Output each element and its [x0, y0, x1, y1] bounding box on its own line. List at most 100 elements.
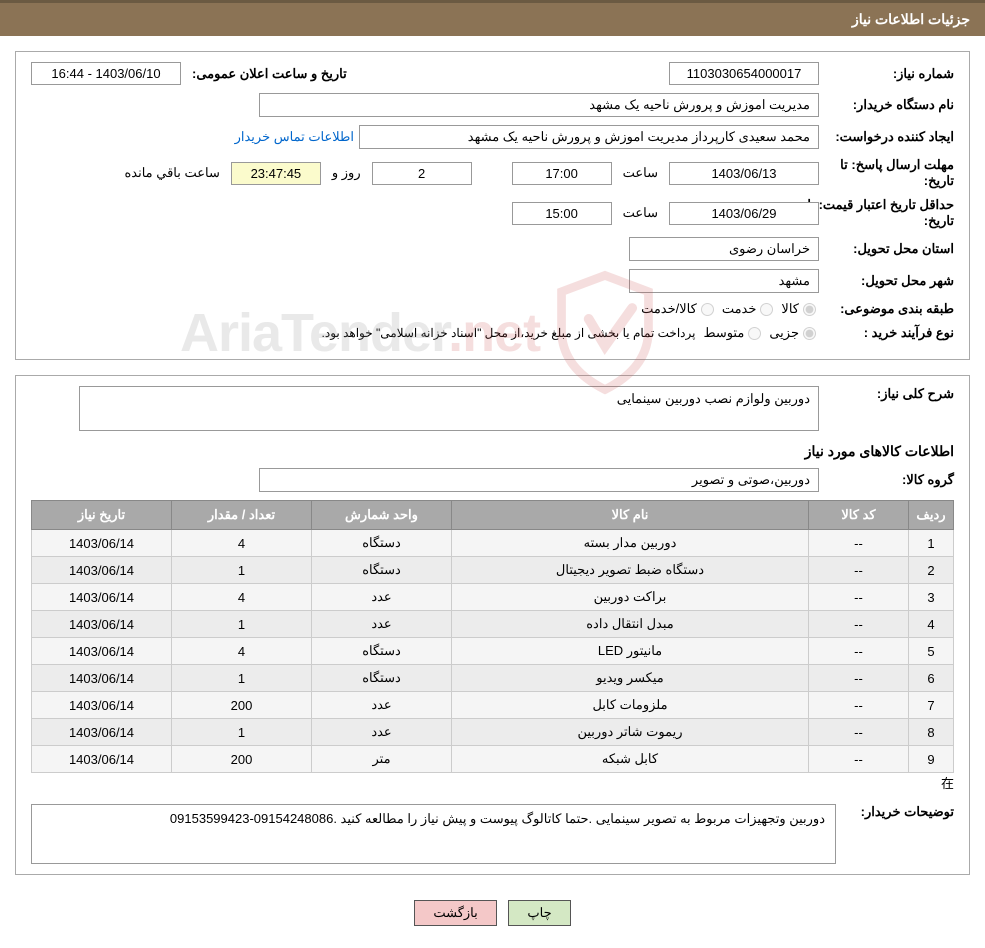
table-row: 9--کابل شبکهمتر2001403/06/14	[32, 746, 954, 773]
announce-label: تاریخ و ساعت اعلان عمومی:	[186, 66, 353, 82]
need-number-label: شماره نیاز:	[824, 66, 954, 82]
table-row: 5--مانیتور LEDدستگاه41403/06/14	[32, 638, 954, 665]
cell-code: --	[809, 584, 909, 611]
requester-value: محمد سعیدی کارپرداز مدیریت اموزش و پرورش…	[359, 125, 819, 149]
cell-idx: 4	[909, 611, 954, 638]
cell-date: 1403/06/14	[32, 557, 172, 584]
cell-code: --	[809, 638, 909, 665]
cell-date: 1403/06/14	[32, 611, 172, 638]
table-row: 1--دوربین مدار بستهدستگاه41403/06/14	[32, 530, 954, 557]
province-value: خراسان رضوی	[629, 237, 819, 261]
cell-unit: دستگاه	[312, 665, 452, 692]
city-label: شهر محل تحویل:	[824, 273, 954, 289]
group-label: گروه کالا:	[824, 472, 954, 488]
cell-qty: 4	[172, 584, 312, 611]
cell-qty: 4	[172, 530, 312, 557]
footer-buttons: چاپ بازگشت	[0, 890, 985, 946]
need-number-value: 1103030654000017	[669, 62, 819, 85]
cell-unit: عدد	[312, 719, 452, 746]
time-remaining: 23:47:45	[231, 162, 321, 185]
cell-unit: دستگاه	[312, 557, 452, 584]
table-row: 6--میکسر ویدیودستگاه11403/06/14	[32, 665, 954, 692]
cell-date: 1403/06/14	[32, 719, 172, 746]
group-value: دوربین،صوتی و تصویر	[259, 468, 819, 492]
cell-qty: 200	[172, 692, 312, 719]
cell-name: براکت دوربین	[452, 584, 809, 611]
buyer-notes-label: توضیحات خریدار:	[844, 804, 954, 820]
cell-idx: 6	[909, 665, 954, 692]
cell-unit: دستگاه	[312, 530, 452, 557]
cell-date: 1403/06/14	[32, 638, 172, 665]
overall-need-text	[79, 386, 819, 431]
cell-name: ملزومات کابل	[452, 692, 809, 719]
cell-name: دوربین مدار بسته	[452, 530, 809, 557]
th-qty: تعداد / مقدار	[172, 501, 312, 530]
cat-service-label: خدمت	[722, 301, 757, 317]
radio-goods	[803, 303, 816, 316]
radio-service	[760, 303, 773, 316]
cell-idx: 7	[909, 692, 954, 719]
cell-qty: 1	[172, 719, 312, 746]
cell-name: مبدل انتقال داده	[452, 611, 809, 638]
cell-unit: عدد	[312, 692, 452, 719]
info-panel: شماره نیاز: 1103030654000017 تاریخ و ساع…	[15, 51, 970, 360]
announce-value: 1403/06/10 - 16:44	[31, 62, 181, 85]
cell-idx: 2	[909, 557, 954, 584]
validity-date: 1403/06/29	[669, 202, 819, 225]
cell-code: --	[809, 611, 909, 638]
city-value: مشهد	[629, 269, 819, 293]
cell-date: 1403/06/14	[32, 692, 172, 719]
th-unit: واحد شمارش	[312, 501, 452, 530]
province-label: استان محل تحویل:	[824, 241, 954, 257]
table-row: 7--ملزومات کابلعدد2001403/06/14	[32, 692, 954, 719]
cell-idx: 1	[909, 530, 954, 557]
cell-code: --	[809, 557, 909, 584]
cell-date: 1403/06/14	[32, 584, 172, 611]
page-header: جزئیات اطلاعات نیاز	[0, 0, 985, 36]
buyer-notes-text: دوربین وتجهیزات مربوط به تصویر سینمایی .…	[31, 804, 836, 864]
cell-date: 1403/06/14	[32, 530, 172, 557]
buyer-org-value: مدیریت اموزش و پرورش ناحیه یک مشهد	[259, 93, 819, 117]
cell-code: --	[809, 692, 909, 719]
cell-code: --	[809, 719, 909, 746]
cell-name: ریموت شاتر دوربین	[452, 719, 809, 746]
deadline-date: 1403/06/13	[669, 162, 819, 185]
remaining-word: ساعت باقي مانده	[118, 165, 225, 181]
cell-unit: عدد	[312, 584, 452, 611]
cell-code: --	[809, 746, 909, 773]
print-button[interactable]: چاپ	[508, 900, 570, 926]
cell-date: 1403/06/14	[32, 746, 172, 773]
deadline-hour: 17:00	[512, 162, 612, 185]
page-title: جزئیات اطلاعات نیاز	[852, 11, 970, 27]
cell-idx: 9	[909, 746, 954, 773]
cell-name: میکسر ویدیو	[452, 665, 809, 692]
cell-date: 1403/06/14	[32, 665, 172, 692]
cell-code: --	[809, 665, 909, 692]
validity-hour: 15:00	[512, 202, 612, 225]
days-remaining: 2	[372, 162, 472, 185]
requester-label: ایجاد کننده درخواست:	[824, 129, 954, 145]
table-row: 2--دستگاه ضبط تصویر دیجیتالدستگاه11403/0…	[32, 557, 954, 584]
th-name: نام کالا	[452, 501, 809, 530]
category-label: طبقه بندی موضوعی:	[824, 301, 954, 317]
purchase-type-label: نوع فرآیند خرید :	[824, 325, 954, 341]
need-details-panel: شرح کلی نیاز: اطلاعات کالاهای مورد نیاز …	[15, 375, 970, 875]
deadline-label: مهلت ارسال پاسخ: تا تاریخ:	[824, 157, 954, 189]
goods-table: ردیف کد کالا نام کالا واحد شمارش تعداد /…	[31, 500, 954, 773]
hour-word-1: ساعت	[617, 165, 664, 181]
th-date: تاریخ نیاز	[32, 501, 172, 530]
buyer-org-label: نام دستگاه خریدار:	[824, 97, 954, 113]
cell-unit: دستگاه	[312, 638, 452, 665]
back-button[interactable]: بازگشت	[414, 900, 496, 926]
cell-qty: 1	[172, 611, 312, 638]
table-row: 4--مبدل انتقال دادهعدد11403/06/14	[32, 611, 954, 638]
cell-name: کابل شبکه	[452, 746, 809, 773]
contact-link[interactable]: اطلاعات تماس خریدار	[235, 129, 354, 145]
cell-name: دستگاه ضبط تصویر دیجیتال	[452, 557, 809, 584]
cell-idx: 5	[909, 638, 954, 665]
cell-code: --	[809, 530, 909, 557]
pt-partial-label: جزیی	[769, 325, 799, 341]
radio-partial	[803, 327, 816, 340]
cell-qty: 200	[172, 746, 312, 773]
radio-medium	[748, 327, 761, 340]
